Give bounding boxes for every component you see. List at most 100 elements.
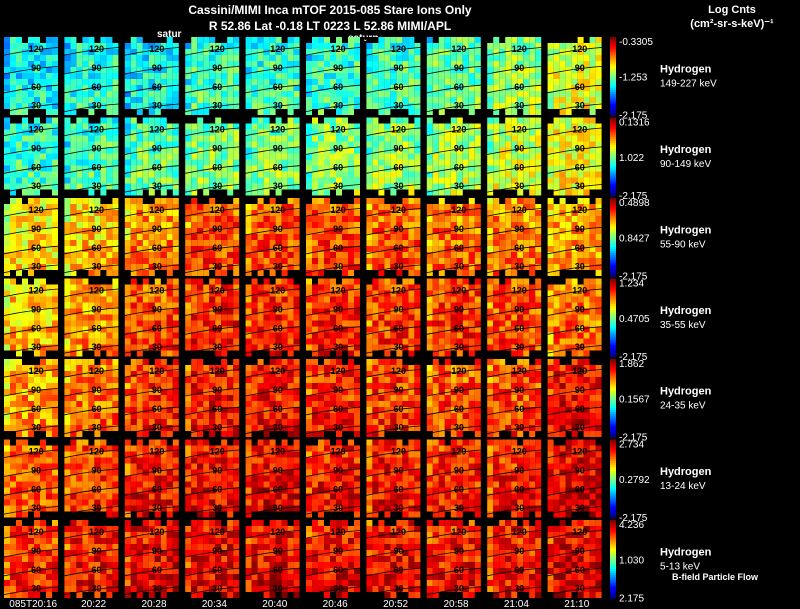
pitch-contour-label: 90 [31, 385, 41, 395]
image-panel: 120 90 60 30 [3, 37, 63, 116]
chart-subtitle: R 52.86 Lat -0.18 LT 0223 L 52.86 MIMI/A… [208, 19, 452, 33]
pitch-contour-label: 90 [514, 546, 524, 556]
species-label: Hydrogen [660, 305, 712, 317]
pitch-contour-label: 120 [149, 447, 164, 457]
pitch-contour-label: 90 [31, 546, 41, 556]
pitch-contour-label: 120 [391, 527, 406, 537]
pitch-contour-label: 90 [454, 224, 464, 234]
colorbar: 0.1316 1.022 -2.175 [610, 117, 650, 202]
pitch-contour-label: 60 [394, 162, 404, 172]
colorbar-max-label: -0.3305 [619, 37, 653, 48]
pitch-contour-label: 30 [152, 262, 162, 272]
x-tick-label: 085T20:16 [9, 599, 57, 609]
image-panel: 120 90 60 30 [64, 37, 123, 116]
energy-label: 55-90 keV [660, 239, 706, 250]
pitch-contour-label: 120 [89, 447, 104, 457]
image-panel: 120 90 60 30 [185, 359, 244, 438]
energy-label: 13-24 keV [660, 481, 706, 492]
pitch-contour-label: 60 [273, 243, 283, 253]
colorbar-min-label: -2.175 [619, 111, 648, 122]
image-panel: 120 90 60 30 [547, 198, 607, 277]
pitch-contour-label: 30 [333, 342, 343, 352]
pitch-contour-label: 60 [152, 404, 162, 414]
pitch-contour-label: 30 [31, 342, 41, 352]
image-panel: 120 90 60 30 [124, 117, 184, 196]
x-tick-label: 20:40 [262, 599, 287, 609]
pitch-contour-label: 120 [270, 286, 285, 296]
energy-row-6: 120 90 60 30 120 90 60 30 120 90 60 30 120 90 60 30 120 9… [3, 520, 712, 605]
image-panel: 120 90 60 30 [426, 278, 486, 357]
pitch-contour-label: 30 [92, 262, 102, 272]
pitch-contour-label: 60 [212, 565, 222, 575]
pitch-contour-label: 60 [273, 565, 283, 575]
pitch-contour-label: 90 [514, 304, 524, 314]
pitch-contour-label: 30 [212, 101, 222, 111]
image-panel: 120 90 60 30 [426, 520, 486, 599]
pitch-contour-label: 90 [394, 304, 404, 314]
pitch-contour-label: 30 [514, 503, 524, 513]
image-panel: 120 90 60 30 [426, 37, 486, 116]
pitch-contour-label: 120 [89, 44, 104, 54]
image-panel: 120 90 60 30 [426, 439, 486, 518]
pitch-contour-label: 90 [152, 63, 162, 73]
pitch-contour-label: 120 [572, 447, 587, 457]
pitch-contour-label: 90 [212, 385, 222, 395]
pitch-contour-label: 60 [31, 323, 41, 333]
pitch-contour-label: 120 [210, 527, 225, 537]
pitch-contour-label: 120 [89, 205, 104, 215]
image-panel: 120 90 60 30 [366, 117, 425, 196]
pitch-contour-label: 120 [149, 205, 164, 215]
image-panel: 120 90 60 30 [366, 37, 425, 116]
pitch-contour-label: 120 [451, 527, 466, 537]
pitch-contour-label: 90 [273, 224, 283, 234]
pitch-contour-label: 30 [31, 423, 41, 433]
pitch-contour-label: 120 [572, 527, 587, 537]
colorbar: 2.734 0.2792 -2.175 [610, 439, 650, 524]
pitch-contour-label: 60 [152, 243, 162, 253]
pitch-contour-label: 90 [273, 465, 283, 475]
pitch-contour-label: 60 [575, 404, 585, 414]
pitch-contour-label: 30 [273, 181, 283, 191]
energy-row-0: 120 90 60 30 120 90 60 30 120 90 60 30 120 90 60 30 120 9… [3, 37, 717, 122]
pitch-contour-label: 90 [394, 385, 404, 395]
pitch-contour-label: 60 [333, 323, 343, 333]
colorbar-units-sublabel: (cm²-sr-s-keV)⁻¹ [690, 18, 774, 30]
pitch-contour-label: 120 [210, 44, 225, 54]
pitch-contour-label: 60 [394, 404, 404, 414]
pitch-contour-label: 90 [575, 224, 585, 234]
pitch-contour-label: 30 [514, 101, 524, 111]
pitch-contour-label: 90 [212, 143, 222, 153]
pitch-contour-label: 120 [391, 44, 406, 54]
pitch-contour-label: 30 [273, 584, 283, 594]
x-tick-label: 21:10 [564, 599, 589, 609]
pitch-contour-label: 120 [512, 286, 527, 296]
pitch-contour-label: 30 [454, 101, 464, 111]
pitch-contour-label: 30 [152, 584, 162, 594]
pitch-contour-label: 120 [89, 527, 104, 537]
colorbar-mid-label: -1.253 [619, 72, 648, 83]
pitch-contour-label: 60 [92, 484, 102, 494]
pitch-contour-label: 120 [572, 366, 587, 376]
pitch-contour-label: 90 [31, 465, 41, 475]
pitch-contour-label: 120 [29, 125, 44, 135]
flow-label: B-field Particle Flow [672, 572, 759, 582]
pitch-contour-label: 30 [31, 503, 41, 513]
pitch-contour-label: 60 [92, 82, 102, 92]
pitch-contour-label: 90 [333, 143, 343, 153]
colorbar-min-label: -2.175 [619, 191, 648, 202]
image-panel: 120 90 60 30 [64, 278, 123, 357]
image-panel: 120 90 60 30 [305, 198, 365, 277]
colorbar-mid-label: 0.1567 [619, 394, 650, 405]
pitch-contour-label: 120 [149, 286, 164, 296]
pitch-contour-label: 30 [575, 342, 585, 352]
pitch-contour-label: 90 [92, 546, 102, 556]
pitch-contour-label: 60 [514, 565, 524, 575]
pitch-contour-label: 120 [29, 447, 44, 457]
x-tick-label: 20:22 [81, 599, 106, 609]
energy-label: 90-149 keV [660, 159, 711, 170]
pitch-contour-label: 90 [31, 63, 41, 73]
pitch-contour-label: 60 [333, 565, 343, 575]
pitch-contour-label: 60 [575, 82, 585, 92]
species-label: Hydrogen [660, 144, 712, 156]
pitch-contour-label: 120 [572, 125, 587, 135]
